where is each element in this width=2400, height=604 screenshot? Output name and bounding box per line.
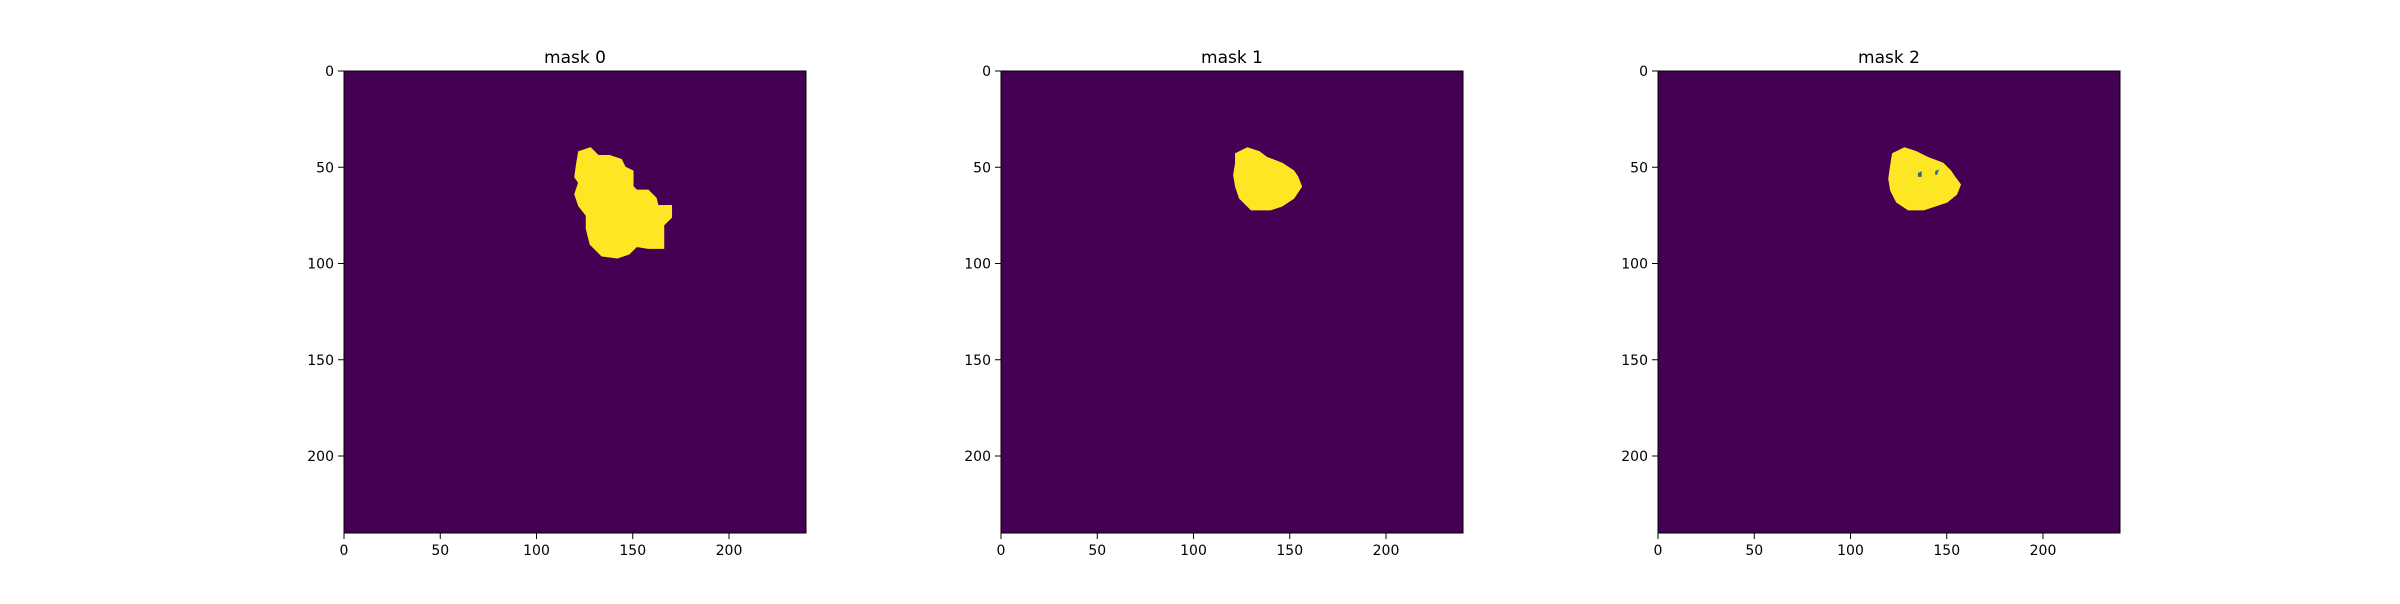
mask-panel-1: mask 1 0 50 100 150 200 0 50 100 150 200 (964, 48, 1464, 559)
y-tick-label: 50 (316, 160, 334, 176)
y-tick-label: 200 (307, 449, 334, 465)
y-tick-label: 150 (1621, 353, 1648, 369)
mask-background (1658, 71, 2120, 533)
y-tick-label: 200 (1621, 449, 1648, 465)
mask-region (574, 147, 673, 259)
y-tick-label: 100 (1621, 257, 1648, 273)
y-tick-label: 50 (1630, 160, 1648, 176)
y-tick-label: 200 (964, 449, 991, 465)
x-tick-label: 50 (1745, 543, 1763, 559)
x-tick-label: 100 (1837, 543, 1864, 559)
mask-hole (1917, 171, 1922, 177)
y-tick-label: 0 (982, 64, 991, 80)
y-tick-label: 50 (973, 160, 991, 176)
panel-title: mask 0 (544, 48, 606, 68)
x-tick-label: 100 (523, 543, 550, 559)
x-tick-label: 50 (431, 543, 449, 559)
y-tick-label: 0 (325, 64, 334, 80)
x-tick-label: 150 (619, 543, 646, 559)
panel-title: mask 2 (1858, 48, 1920, 68)
x-tick-label: 0 (340, 543, 349, 559)
mask-region (1888, 147, 1962, 211)
x-tick-label: 200 (716, 543, 743, 559)
panel-title: mask 1 (1201, 48, 1263, 68)
mask-background (344, 71, 806, 533)
axes-frame (1657, 70, 2121, 534)
y-tick-label: 150 (307, 353, 334, 369)
axes-frame (343, 70, 807, 534)
x-tick-label: 100 (1180, 543, 1207, 559)
y-tick-label: 100 (307, 257, 334, 273)
x-tick-label: 200 (1373, 543, 1400, 559)
mask-hole (1935, 169, 1939, 175)
x-tick-label: 150 (1276, 543, 1303, 559)
mask-region (1233, 147, 1303, 211)
x-tick-label: 0 (997, 543, 1006, 559)
axes-frame (1000, 70, 1464, 534)
y-tick-label: 150 (964, 353, 991, 369)
mask-background (1001, 71, 1463, 533)
x-tick-label: 0 (1654, 543, 1663, 559)
mask-panel-2: mask 2 0 50 100 150 200 0 50 100 150 200 (1621, 48, 2121, 559)
y-tick-label: 0 (1639, 64, 1648, 80)
x-tick-label: 200 (2030, 543, 2057, 559)
x-tick-label: 50 (1088, 543, 1106, 559)
y-tick-label: 100 (964, 257, 991, 273)
mask-panel-0: mask 0 0 50 100 150 200 0 50 100 150 200 (307, 48, 807, 559)
x-tick-label: 150 (1933, 543, 1960, 559)
